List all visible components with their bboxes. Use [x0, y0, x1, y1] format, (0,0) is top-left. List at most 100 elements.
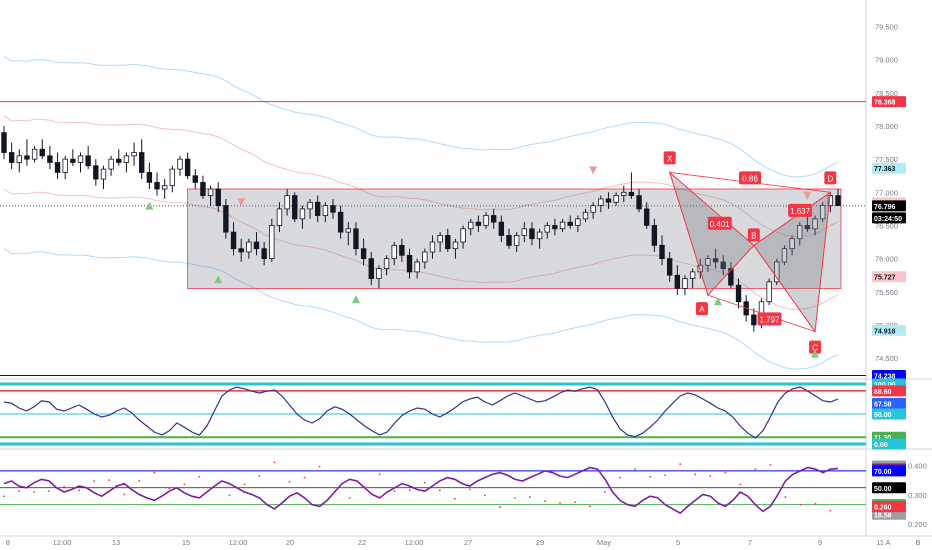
osc-dot — [48, 490, 50, 493]
rsi-value-tag: 88.60 — [874, 389, 892, 396]
pattern-point-c-bg — [809, 340, 822, 354]
countdown-tag-bg — [872, 212, 906, 224]
osc-dot — [258, 475, 261, 477]
candle-down — [636, 195, 642, 210]
candle-up — [705, 258, 711, 266]
osc-dot — [784, 496, 787, 498]
level-price-tag-bg — [872, 369, 906, 381]
buy-signal-marker — [351, 295, 360, 304]
sell-signal-marker — [803, 191, 812, 200]
osc-value-tag: 18.58 — [874, 512, 892, 519]
candle-up — [299, 208, 306, 220]
candle-down — [39, 148, 45, 157]
candle-up — [437, 235, 443, 243]
osc-dot — [754, 468, 757, 471]
osc-value-tag-bg — [872, 482, 906, 494]
main-price-panel[interactable]: X A B C D 0.401 0.86 1.637 1.797 — [0, 55, 866, 376]
candle-down — [238, 248, 244, 253]
time-tick-label: May — [597, 538, 611, 547]
price-tag: 77.363 — [874, 166, 896, 173]
candle-up — [774, 261, 780, 283]
candle-down — [728, 268, 734, 286]
candle-up — [345, 228, 352, 233]
candle-down — [674, 274, 681, 289]
osc-dot — [363, 486, 366, 488]
candle-up — [169, 168, 176, 187]
oscillator-panel[interactable] — [0, 461, 866, 515]
osc-dot — [679, 463, 682, 466]
candle-up — [383, 258, 390, 269]
inner-band-upper — [3, 115, 839, 237]
candle-up — [123, 155, 130, 163]
osc-dot — [273, 461, 276, 464]
pattern-point-x: X — [667, 154, 673, 163]
osc-dot — [724, 471, 727, 474]
candle-down — [567, 221, 573, 226]
candle-up — [460, 228, 466, 243]
osc-value-tag-bg — [872, 501, 906, 513]
sell-signal-marker — [237, 198, 246, 207]
candle-up — [161, 185, 168, 190]
osc-dot — [799, 503, 802, 506]
pattern-ratio-xd-bg — [739, 171, 762, 185]
rsi-value-tag-bg — [872, 408, 906, 420]
candle-down — [712, 258, 719, 263]
price-tick-label: 76.500 — [875, 221, 898, 230]
candle-down — [315, 201, 321, 216]
candle-up — [536, 231, 543, 240]
rsi-panel[interactable] — [0, 382, 866, 446]
osc-dot — [559, 502, 561, 504]
candle-up — [108, 158, 114, 170]
pattern-point-d: D — [827, 174, 833, 183]
candle-down — [146, 172, 153, 183]
price-tag: 74.918 — [874, 328, 896, 335]
price-tick-label: 79.000 — [875, 56, 898, 65]
buy-signal-marker — [811, 349, 820, 358]
candle-up — [391, 244, 397, 260]
candle-down — [751, 314, 757, 326]
time-tick-label: 7 — [748, 538, 752, 547]
price-tick-label: 77.500 — [875, 155, 898, 164]
pattern-point-c: C — [812, 344, 818, 353]
candle-down — [330, 205, 336, 213]
candle-down — [399, 244, 405, 256]
candle-down — [720, 261, 726, 269]
pattern-point-b: B — [751, 231, 756, 240]
pattern-point-b-bg — [747, 228, 760, 242]
osc-value-tag: 0.260 — [874, 505, 892, 512]
osc-dot — [33, 491, 35, 493]
osc-dot — [348, 497, 351, 499]
candle-up — [16, 155, 22, 163]
osc-dot — [63, 486, 66, 488]
outer-band-lower — [3, 248, 839, 370]
pattern-ratio-xb-bg — [707, 216, 732, 230]
candle-down — [261, 248, 267, 260]
osc-dot — [18, 490, 20, 493]
osc-dot — [694, 473, 697, 476]
pattern-ratio-xb: 0.401 — [710, 220, 731, 229]
candle-up — [513, 235, 520, 246]
candle-up — [246, 241, 252, 253]
buy-signal-marker — [214, 275, 223, 284]
osc-dot — [3, 495, 5, 498]
candle-up — [269, 225, 275, 260]
price-tag: 75.727 — [874, 275, 896, 282]
osc-dot — [619, 476, 622, 479]
osc-tick-label: 0.400 — [908, 462, 927, 471]
time-tick-label: 22 — [358, 538, 366, 547]
pattern-ratio-ac: 1.797 — [759, 315, 780, 324]
candle-up — [559, 221, 566, 230]
price-tick-label: 78.000 — [875, 122, 898, 131]
candle-up — [376, 268, 382, 279]
candle-up — [207, 188, 214, 197]
pattern-point-x-bg — [663, 151, 676, 165]
osc-line — [3, 466, 839, 515]
candle-up — [422, 251, 428, 263]
candle-down — [139, 152, 145, 173]
time-tick-label: 20 — [286, 538, 294, 547]
osc-dot — [243, 483, 246, 486]
time-axis[interactable]: 8 12:00 13 15 12:00 20 22 12:00 27 29 May 5 7 9 11 A B — [6, 538, 921, 547]
candle-down — [804, 225, 811, 230]
candle-down — [529, 228, 535, 240]
price-axis[interactable]: 79.500 79.000 78.500 78.000 77.500 77.000 76.5… — [872, 23, 927, 530]
